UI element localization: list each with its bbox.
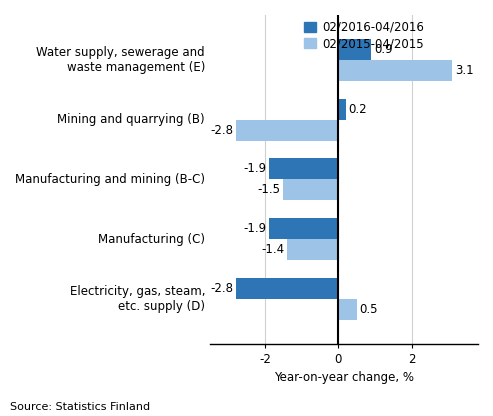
Bar	[236, 278, 338, 299]
Bar	[269, 218, 338, 239]
Text: Source: Statistics Finland: Source: Statistics Finland	[10, 402, 150, 412]
Legend: 02/2016-04/2016, 02/2015-04/2015: 02/2016-04/2016, 02/2015-04/2015	[304, 21, 424, 50]
Text: -1.9: -1.9	[243, 222, 266, 235]
Text: -2.8: -2.8	[210, 282, 233, 295]
Bar	[338, 99, 346, 120]
Bar	[287, 239, 338, 260]
Text: 0.9: 0.9	[374, 43, 393, 56]
Bar	[338, 39, 372, 60]
Bar	[338, 299, 357, 320]
Bar	[283, 179, 338, 201]
Text: 0.5: 0.5	[359, 303, 378, 316]
X-axis label: Year-on-year change, %: Year-on-year change, %	[274, 371, 414, 384]
Bar	[338, 60, 452, 81]
Text: -1.4: -1.4	[261, 243, 284, 256]
Text: 3.1: 3.1	[455, 64, 473, 77]
Text: -2.8: -2.8	[210, 124, 233, 136]
Bar	[269, 158, 338, 179]
Text: 0.2: 0.2	[349, 103, 367, 116]
Text: -1.9: -1.9	[243, 162, 266, 176]
Bar	[236, 120, 338, 141]
Text: -1.5: -1.5	[258, 183, 281, 196]
